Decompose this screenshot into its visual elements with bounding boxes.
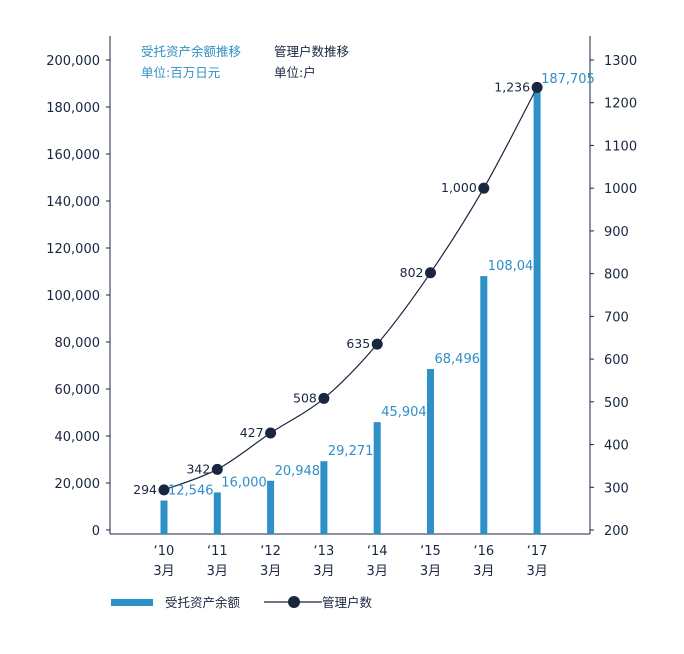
bar-series-title: 受托资产余额推移 bbox=[141, 44, 241, 59]
x-axis-year-label: ‘16 bbox=[473, 544, 494, 559]
line-value-label: 1,000 bbox=[441, 180, 477, 195]
right-axis-tick-label: 600 bbox=[604, 353, 629, 368]
bar bbox=[480, 276, 488, 534]
line-point bbox=[371, 338, 383, 350]
axes-layer: 0 20,000 40,000 60,000 80,000 100,000 120,000 1… bbox=[46, 36, 637, 579]
bar-series-unit: 单位:百万日元 bbox=[141, 65, 220, 80]
left-axis-tick-label: 120,000 bbox=[46, 242, 100, 257]
line-point bbox=[158, 484, 170, 496]
line-point bbox=[265, 427, 277, 439]
left-axis-tick-label: 200,000 bbox=[46, 54, 100, 69]
bar-value-label: 68,496 bbox=[435, 352, 481, 367]
legend-bar-label: 受托资产余额 bbox=[165, 595, 241, 610]
legend-line-marker bbox=[288, 596, 300, 608]
legend-bar-swatch bbox=[111, 599, 153, 606]
line-value-label: 294 bbox=[133, 482, 157, 497]
bar-value-label: 29,271 bbox=[328, 444, 374, 459]
right-axis-tick-label: 500 bbox=[604, 396, 629, 411]
line-value-label: 1,236 bbox=[494, 79, 530, 94]
chart-annotation: 受托资产余额推移 单位:百万日元 管理户数推移 单位:户 bbox=[141, 44, 349, 80]
right-axis-tick-label: 900 bbox=[604, 225, 629, 240]
line-point bbox=[318, 392, 330, 404]
left-axis-tick-label: 160,000 bbox=[46, 148, 100, 163]
x-axis-month-label: 3月 bbox=[153, 564, 174, 579]
right-axis-tick-label: 1200 bbox=[604, 97, 637, 112]
x-axis-year-label: ‘10 bbox=[154, 544, 175, 559]
bar bbox=[160, 500, 168, 534]
right-axis-tick-label: 1300 bbox=[604, 54, 637, 69]
right-axis-tick-label: 1100 bbox=[604, 139, 637, 154]
x-axis-year-label: ‘13 bbox=[314, 544, 335, 559]
x-axis-month-label: 3月 bbox=[420, 564, 441, 579]
line-value-label: 802 bbox=[400, 265, 424, 280]
right-axis-tick-label: 1000 bbox=[604, 182, 637, 197]
right-axis-tick-label: 300 bbox=[604, 481, 629, 496]
left-axis-tick-label: 20,000 bbox=[55, 477, 101, 492]
line-point bbox=[425, 267, 436, 279]
line-value-label: 508 bbox=[293, 390, 317, 405]
line-point bbox=[211, 463, 223, 475]
bar-value-label: 12,546 bbox=[168, 484, 214, 499]
x-axis-month-label: 3月 bbox=[207, 564, 228, 579]
right-axis-tick-label: 400 bbox=[604, 439, 629, 454]
data-labels: 12,546 16,000 20,948 29,271 45,904 68,496 108,… bbox=[133, 72, 595, 499]
right-axis-tick-label: 700 bbox=[604, 310, 629, 325]
line-series bbox=[158, 81, 543, 496]
left-axis-tick-label: 100,000 bbox=[46, 289, 100, 304]
x-axis-month-label: 3月 bbox=[313, 564, 334, 579]
right-axis-tick-label: 200 bbox=[604, 524, 629, 539]
x-axis-year-label: ‘17 bbox=[527, 544, 548, 559]
bar-series bbox=[160, 88, 541, 534]
bar-value-label: 20,948 bbox=[275, 464, 321, 479]
bar bbox=[427, 369, 434, 534]
line-series-title: 管理户数推移 bbox=[274, 44, 349, 59]
left-axis-tick-label: 80,000 bbox=[55, 336, 101, 351]
x-axis-month-label: 3月 bbox=[526, 564, 547, 579]
line-point bbox=[531, 81, 543, 93]
bar-value-label: 187,705 bbox=[541, 72, 595, 87]
line-series-unit: 单位:户 bbox=[274, 65, 316, 80]
bar bbox=[213, 492, 221, 534]
x-axis-month-label: 3月 bbox=[473, 564, 494, 579]
x-axis-year-label: ‘15 bbox=[420, 544, 441, 559]
left-axis-tick-label: 180,000 bbox=[46, 101, 100, 116]
bar-value-label: 45,904 bbox=[381, 405, 427, 420]
x-axis-year-label: ‘11 bbox=[207, 544, 228, 559]
x-axis-month-label: 3月 bbox=[260, 564, 281, 579]
left-axis-tick-label: 140,000 bbox=[46, 195, 100, 210]
line-value-label: 342 bbox=[186, 461, 210, 476]
legend-line-label: 管理户数 bbox=[322, 595, 373, 610]
bar-value-label: 16,000 bbox=[221, 475, 266, 490]
bar bbox=[267, 480, 275, 534]
left-axis-tick-label: 40,000 bbox=[55, 430, 101, 445]
right-axis-tick-label: 800 bbox=[604, 268, 629, 283]
line-value-label: 427 bbox=[240, 425, 264, 440]
x-axis-year-label: ‘12 bbox=[260, 544, 281, 559]
left-axis-tick-label: 0 bbox=[92, 524, 100, 539]
bar-value-label: 108,045 bbox=[488, 259, 542, 274]
bar bbox=[320, 461, 328, 534]
bar bbox=[533, 88, 541, 534]
x-axis-year-label: ‘14 bbox=[367, 544, 388, 559]
x-axis-month-label: 3月 bbox=[367, 564, 388, 579]
bar bbox=[373, 422, 381, 534]
line-value-label: 635 bbox=[346, 336, 370, 351]
line-point bbox=[478, 182, 490, 194]
legend: 受托资产余额 管理户数 bbox=[111, 595, 373, 610]
left-axis-tick-label: 60,000 bbox=[55, 383, 101, 398]
